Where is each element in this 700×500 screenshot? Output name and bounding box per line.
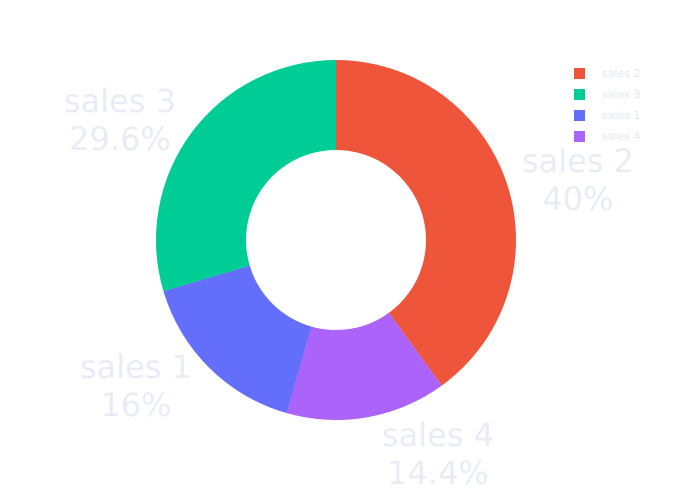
legend-swatch-sales-4[interactable] <box>574 131 585 142</box>
legend-swatch-sales-1[interactable] <box>574 110 585 121</box>
slice-sales-3[interactable] <box>155 60 336 292</box>
legend-swatch-sales-2[interactable] <box>574 68 585 79</box>
slice-sales-1[interactable] <box>163 265 312 414</box>
slice-label-sales-3: sales 3 29.6% <box>64 82 176 158</box>
slice-sales-4[interactable] <box>286 312 442 420</box>
legend-label-sales-4[interactable]: sales 4 <box>602 130 641 143</box>
legend: sales 2 sales 3 sales 1 sales 4 <box>574 67 641 143</box>
slice-label-sales-1: sales 1 16% <box>80 348 192 424</box>
legend-label-sales-1[interactable]: sales 1 <box>602 109 641 122</box>
legend-label-sales-3[interactable]: sales 3 <box>602 88 641 101</box>
legend-label-sales-2[interactable]: sales 2 <box>602 67 641 80</box>
slice-label-sales-4: sales 4 14.4% <box>382 416 494 492</box>
legend-swatch-sales-3[interactable] <box>574 89 585 100</box>
slice-label-sales-2: sales 2 40% <box>522 142 634 218</box>
slice-sales-2[interactable] <box>336 60 516 386</box>
donut-slices <box>155 60 516 420</box>
